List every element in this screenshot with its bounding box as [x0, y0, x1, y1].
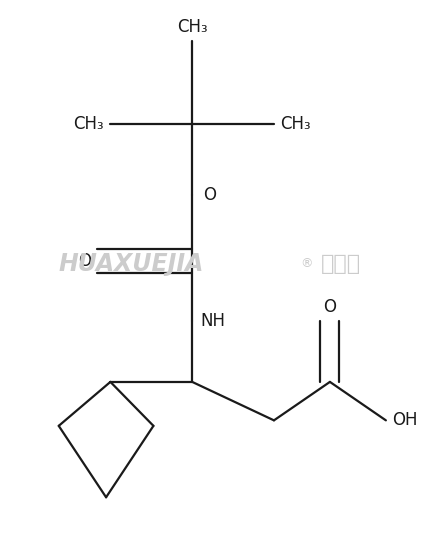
Text: CH₃: CH₃: [280, 115, 311, 133]
Text: CH₃: CH₃: [73, 115, 104, 133]
Text: OH: OH: [392, 411, 418, 430]
Text: HUAXUEJIA: HUAXUEJIA: [59, 252, 204, 276]
Text: CH₃: CH₃: [177, 18, 208, 36]
Text: 化学加: 化学加: [321, 254, 361, 274]
Text: ®: ®: [300, 258, 312, 270]
Text: O: O: [78, 252, 91, 270]
Text: O: O: [324, 298, 337, 316]
Text: NH: NH: [201, 312, 226, 330]
Text: O: O: [203, 186, 216, 204]
